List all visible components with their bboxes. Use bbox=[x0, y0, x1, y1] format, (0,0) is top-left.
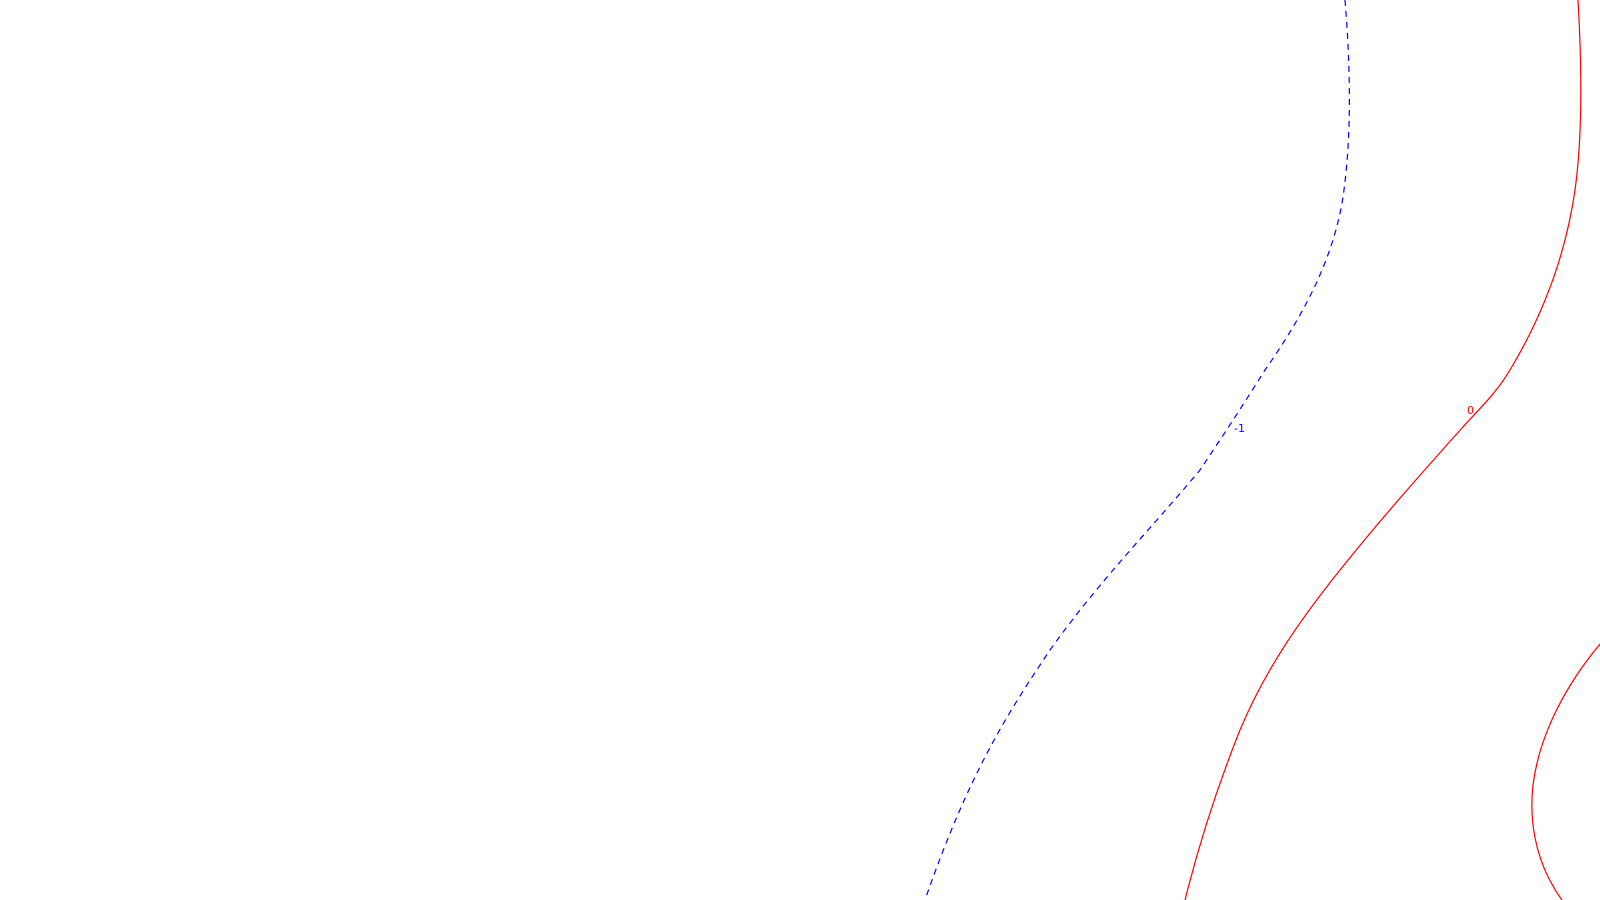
contour-label-zero: 0 bbox=[1467, 404, 1474, 417]
contour-label-neg1: -1 bbox=[1234, 422, 1245, 435]
contour-line-zero-branch bbox=[1531, 643, 1600, 900]
contour-line-zero-main bbox=[1184, 0, 1582, 900]
contour-line-neg1 bbox=[924, 0, 1350, 900]
